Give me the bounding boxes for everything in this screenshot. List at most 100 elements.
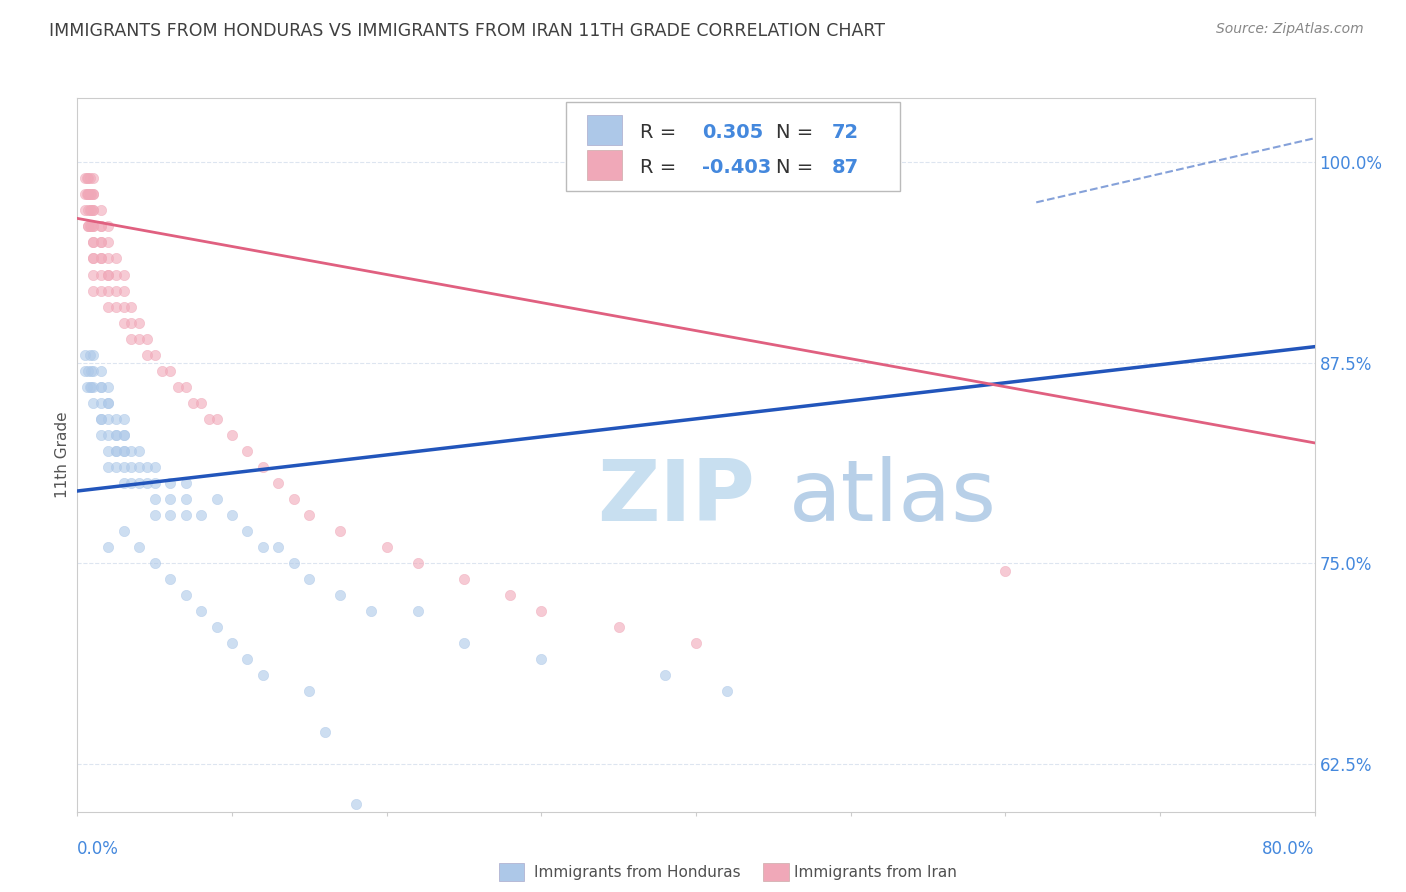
Point xyxy=(82,187,104,202)
Point xyxy=(499,588,522,602)
Point xyxy=(90,412,111,426)
Point xyxy=(105,268,127,282)
Point xyxy=(121,475,143,490)
Point xyxy=(298,572,321,586)
Point xyxy=(121,300,143,314)
Text: atlas: atlas xyxy=(789,456,997,540)
Text: Immigrants from Iran: Immigrants from Iran xyxy=(794,865,957,880)
Point xyxy=(360,604,382,618)
Point xyxy=(221,636,243,650)
Point xyxy=(121,332,143,346)
Text: 87: 87 xyxy=(832,158,859,177)
Point xyxy=(97,396,120,410)
Point xyxy=(97,235,120,250)
Point xyxy=(105,459,127,474)
Text: N =: N = xyxy=(776,123,820,142)
Point xyxy=(205,412,228,426)
Point xyxy=(79,219,101,234)
Point xyxy=(80,380,103,394)
Point xyxy=(143,508,166,522)
Point xyxy=(105,428,127,442)
Point xyxy=(453,572,475,586)
Point xyxy=(90,428,111,442)
Y-axis label: 11th Grade: 11th Grade xyxy=(55,411,70,499)
Text: ZIP: ZIP xyxy=(598,456,755,540)
Point xyxy=(128,332,150,346)
Point xyxy=(75,203,96,218)
Point xyxy=(267,540,290,554)
Text: 72: 72 xyxy=(832,123,859,142)
Point xyxy=(159,364,181,378)
Point xyxy=(90,380,111,394)
Point xyxy=(143,348,166,362)
Point xyxy=(152,364,174,378)
Point xyxy=(82,380,104,394)
Point xyxy=(314,724,336,739)
Point xyxy=(205,491,228,506)
Point xyxy=(82,268,104,282)
Point xyxy=(97,459,120,474)
Point xyxy=(685,636,707,650)
Point xyxy=(236,524,259,538)
Point xyxy=(136,475,159,490)
Point xyxy=(174,508,197,522)
Point xyxy=(112,524,135,538)
Point xyxy=(79,380,101,394)
Point xyxy=(105,428,127,442)
FancyBboxPatch shape xyxy=(588,115,621,145)
Point xyxy=(252,459,274,474)
Point xyxy=(90,284,111,298)
Point xyxy=(82,284,104,298)
Point xyxy=(159,491,181,506)
Point xyxy=(174,588,197,602)
Point xyxy=(97,268,120,282)
Point xyxy=(136,348,159,362)
Point xyxy=(716,684,738,698)
Point xyxy=(121,316,143,330)
Point xyxy=(90,268,111,282)
Point xyxy=(105,444,127,458)
Point xyxy=(128,540,150,554)
Point xyxy=(105,444,127,458)
Point xyxy=(97,284,120,298)
Point xyxy=(530,652,553,666)
Point xyxy=(344,797,367,811)
Point xyxy=(76,171,98,186)
Point xyxy=(97,380,120,394)
Point xyxy=(198,412,221,426)
Point xyxy=(80,219,103,234)
Point xyxy=(128,444,150,458)
Point xyxy=(112,444,135,458)
Point xyxy=(112,459,135,474)
Point xyxy=(75,187,96,202)
Point xyxy=(90,252,111,266)
Point xyxy=(97,540,120,554)
Point xyxy=(112,300,135,314)
Text: Immigrants from Honduras: Immigrants from Honduras xyxy=(534,865,741,880)
Point xyxy=(190,604,212,618)
Point xyxy=(82,252,104,266)
Point xyxy=(82,203,104,218)
Point xyxy=(159,475,181,490)
Point xyxy=(76,187,98,202)
Point xyxy=(97,428,120,442)
Point xyxy=(136,332,159,346)
Point xyxy=(236,652,259,666)
Point xyxy=(143,459,166,474)
Point xyxy=(79,348,101,362)
Text: N =: N = xyxy=(776,158,820,177)
Point xyxy=(607,620,630,634)
Point xyxy=(252,540,274,554)
Point xyxy=(406,556,429,570)
Point xyxy=(90,252,111,266)
Point xyxy=(90,380,111,394)
Point xyxy=(205,620,228,634)
Point xyxy=(183,396,205,410)
Point xyxy=(82,252,104,266)
Point xyxy=(174,491,197,506)
Text: R =: R = xyxy=(640,123,683,142)
Point xyxy=(143,556,166,570)
Text: Source: ZipAtlas.com: Source: ZipAtlas.com xyxy=(1216,22,1364,37)
Point xyxy=(329,588,352,602)
Point xyxy=(82,171,104,186)
